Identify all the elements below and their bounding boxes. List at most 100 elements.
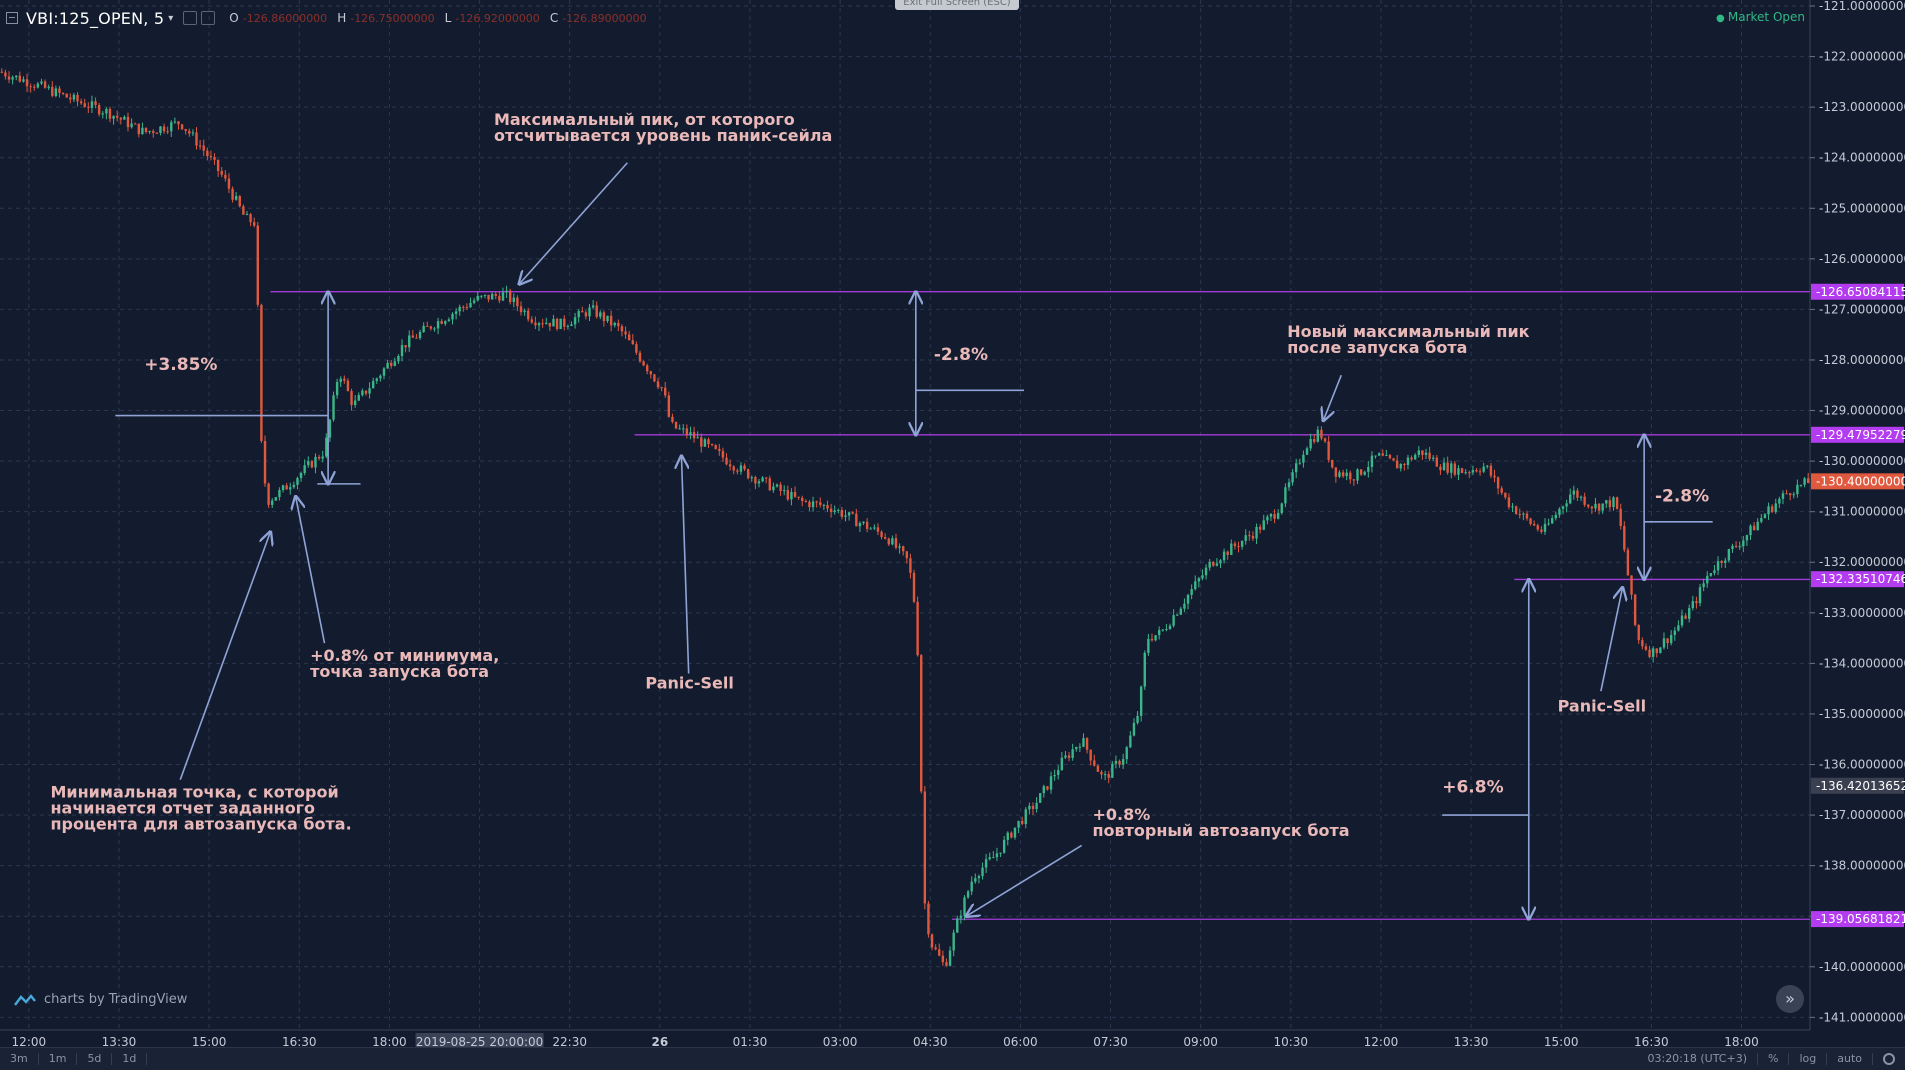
candle-body — [635, 344, 638, 353]
percent-scale-toggle[interactable]: % — [1758, 1053, 1790, 1065]
candle-body — [1006, 832, 1009, 840]
candle-body — [887, 538, 890, 545]
annotation-text: Новый максимальный пик — [1287, 322, 1529, 341]
candle-body — [1558, 508, 1561, 515]
candle-body — [1442, 462, 1446, 471]
candle-body — [1583, 496, 1586, 505]
candle-body — [1233, 543, 1237, 547]
candle-body — [1316, 429, 1320, 442]
candle-body — [1525, 513, 1529, 519]
candle-body — [1796, 484, 1799, 495]
candle-body — [454, 311, 458, 314]
settings-icon[interactable] — [183, 11, 198, 25]
candle-body — [54, 88, 58, 96]
interval-5d[interactable]: 5d — [77, 1053, 113, 1065]
eye-icon[interactable] — [201, 11, 216, 25]
candle-body — [1035, 802, 1038, 809]
scroll-to-realtime-button[interactable]: » — [1776, 985, 1804, 1013]
y-tick-label: -121.00000000 — [1819, 0, 1905, 13]
candle-body — [1605, 500, 1608, 504]
candle-body — [310, 461, 314, 468]
x-tick-label: 15:00 — [192, 1035, 227, 1049]
candle-body — [1107, 774, 1110, 778]
pointer-arrow — [296, 497, 326, 644]
candle-body — [901, 546, 905, 552]
market-status: Market Open — [1716, 10, 1805, 24]
candle-body — [588, 307, 591, 317]
price-badge[interactable] — [1811, 426, 1904, 443]
candle-body — [1370, 455, 1374, 467]
candle-body — [689, 432, 692, 435]
candle-body — [1139, 686, 1143, 716]
candle-body — [224, 174, 227, 179]
chevron-down-icon[interactable]: ▾ — [168, 12, 174, 24]
candle-body — [934, 947, 937, 950]
candle-body — [783, 490, 786, 492]
candle-body — [909, 558, 912, 573]
candle-body — [1677, 625, 1680, 631]
candle-body — [1161, 629, 1164, 631]
candle-body — [1345, 472, 1348, 477]
price-badge-label: -136.42013652 — [1816, 779, 1905, 793]
price-badge[interactable] — [1811, 911, 1904, 928]
candle-body — [952, 932, 955, 951]
exit-fullscreen-button[interactable]: Exit Full Screen (ESC) — [895, 0, 1019, 10]
candle-body — [1237, 546, 1240, 548]
chart-header: VBI:125_OPEN, 5 ▾ O -126.86000000 H -126.75… — [0, 0, 1810, 36]
y-tick-label: -122.00000000 — [1819, 50, 1905, 64]
candle-body — [1413, 454, 1417, 460]
interval-1d[interactable]: 1d — [112, 1053, 148, 1065]
price-badge[interactable] — [1811, 571, 1904, 588]
gear-icon[interactable] — [1883, 1053, 1895, 1065]
interval-1m[interactable]: 1m — [39, 1053, 78, 1065]
candle-body — [923, 791, 927, 904]
interval-3m[interactable]: 3m — [0, 1053, 39, 1065]
candle-body — [920, 655, 923, 792]
price-badge[interactable] — [1811, 283, 1904, 300]
candle-body — [1194, 581, 1197, 590]
candle-body — [173, 121, 177, 123]
candle-body — [519, 306, 523, 313]
candle-body — [1651, 648, 1655, 657]
candle-body — [1276, 513, 1280, 519]
price-badge-label: -130.40000000 — [1816, 474, 1905, 488]
candle-body — [1561, 506, 1565, 509]
candle-body — [945, 962, 948, 966]
candle-body — [1089, 749, 1092, 761]
candle-body — [1540, 529, 1543, 532]
candle-body — [382, 368, 386, 376]
candle-body — [328, 419, 332, 438]
candle-body — [1756, 521, 1759, 531]
candle-body — [1698, 587, 1702, 604]
candle-body — [1489, 465, 1493, 476]
pointer-arrow — [1323, 374, 1343, 421]
x-tick-label: 18:00 — [1724, 1035, 1759, 1049]
clock-readout[interactable]: 03:20:18 (UTC+3) — [1637, 1053, 1758, 1065]
collapse-icon[interactable] — [6, 12, 18, 24]
price-badge[interactable] — [1811, 473, 1904, 490]
auto-scale-toggle[interactable]: auto — [1827, 1053, 1873, 1065]
y-tick-label: -135.00000000 — [1819, 707, 1905, 721]
candle-body — [94, 101, 97, 106]
price-badge[interactable] — [1811, 777, 1904, 794]
ohlc-value: -126.75000000 — [350, 11, 435, 25]
tradingview-brand[interactable]: charts by TradingView — [14, 992, 187, 1007]
candle-body — [1767, 506, 1770, 515]
candle-body — [1024, 809, 1027, 824]
candle-body — [1475, 470, 1478, 472]
candle-body — [938, 949, 941, 956]
candle-body — [545, 322, 548, 324]
candle-body — [1637, 625, 1640, 641]
candle-body — [1367, 466, 1370, 472]
candle-body — [1504, 492, 1507, 498]
symbol-label[interactable]: VBI:125_OPEN, 5 — [26, 8, 165, 28]
candle-body — [242, 206, 245, 215]
log-scale-toggle[interactable]: log — [1789, 1053, 1828, 1065]
candle-body — [977, 876, 981, 879]
y-tick-label: -127.00000000 — [1819, 302, 1905, 316]
candle-body — [826, 504, 829, 509]
candle-body — [166, 131, 169, 133]
candle-body — [1727, 549, 1731, 561]
annotation-text: повторный автозапуск бота — [1092, 821, 1349, 840]
